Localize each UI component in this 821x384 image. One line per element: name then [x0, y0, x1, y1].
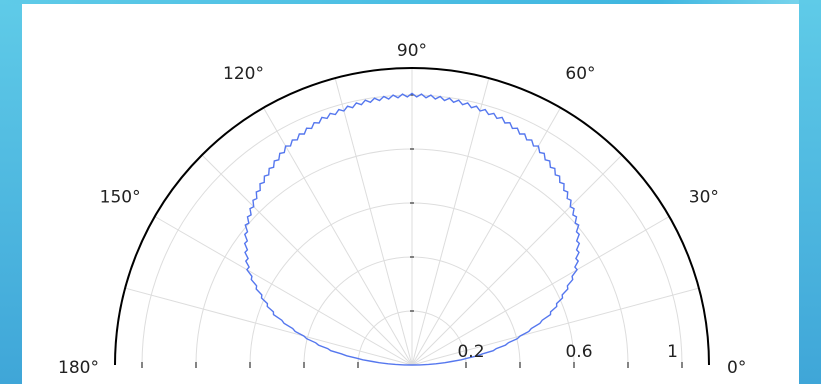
angular-grid-line — [411, 107, 561, 366]
radial-tick-label: 0.6 — [565, 342, 592, 362]
radial-tick-label: 1 — [667, 342, 678, 362]
slide-frame-top — [0, 0, 821, 4]
angle-tick-label: 90° — [397, 41, 427, 61]
angle-tick-label: 150° — [100, 188, 141, 208]
outer-circle-layer — [114, 67, 710, 366]
angular-grid-line — [411, 216, 670, 366]
angle-tick-label: 60° — [565, 64, 595, 84]
outer-circle — [114, 67, 710, 366]
angular-grid-line — [411, 287, 700, 366]
slide-frame-left — [0, 0, 22, 384]
angle-tick-label: 180° — [58, 358, 99, 378]
series-line — [243, 92, 581, 366]
polar-series — [243, 92, 581, 366]
angular-grid-line — [263, 107, 413, 366]
slide-frame-right — [799, 0, 821, 384]
angular-grid-line — [154, 216, 413, 366]
radial-tick-label: 0.2 — [457, 342, 484, 362]
angle-tick-label: 120° — [223, 64, 264, 84]
polar-grid — [124, 68, 700, 368]
angular-grid-line — [124, 287, 413, 366]
angular-grid-line — [411, 77, 490, 366]
angular-grid-line — [334, 77, 413, 366]
angle-tick-label: 30° — [689, 188, 719, 208]
polar-labels: 0° 30° 60° 90° 120° 150° 180° 0.2 0.6 1 — [58, 41, 746, 378]
angle-tick-label: 0° — [727, 358, 746, 378]
angular-grid-line — [411, 154, 623, 366]
angular-grid-line — [201, 154, 413, 366]
